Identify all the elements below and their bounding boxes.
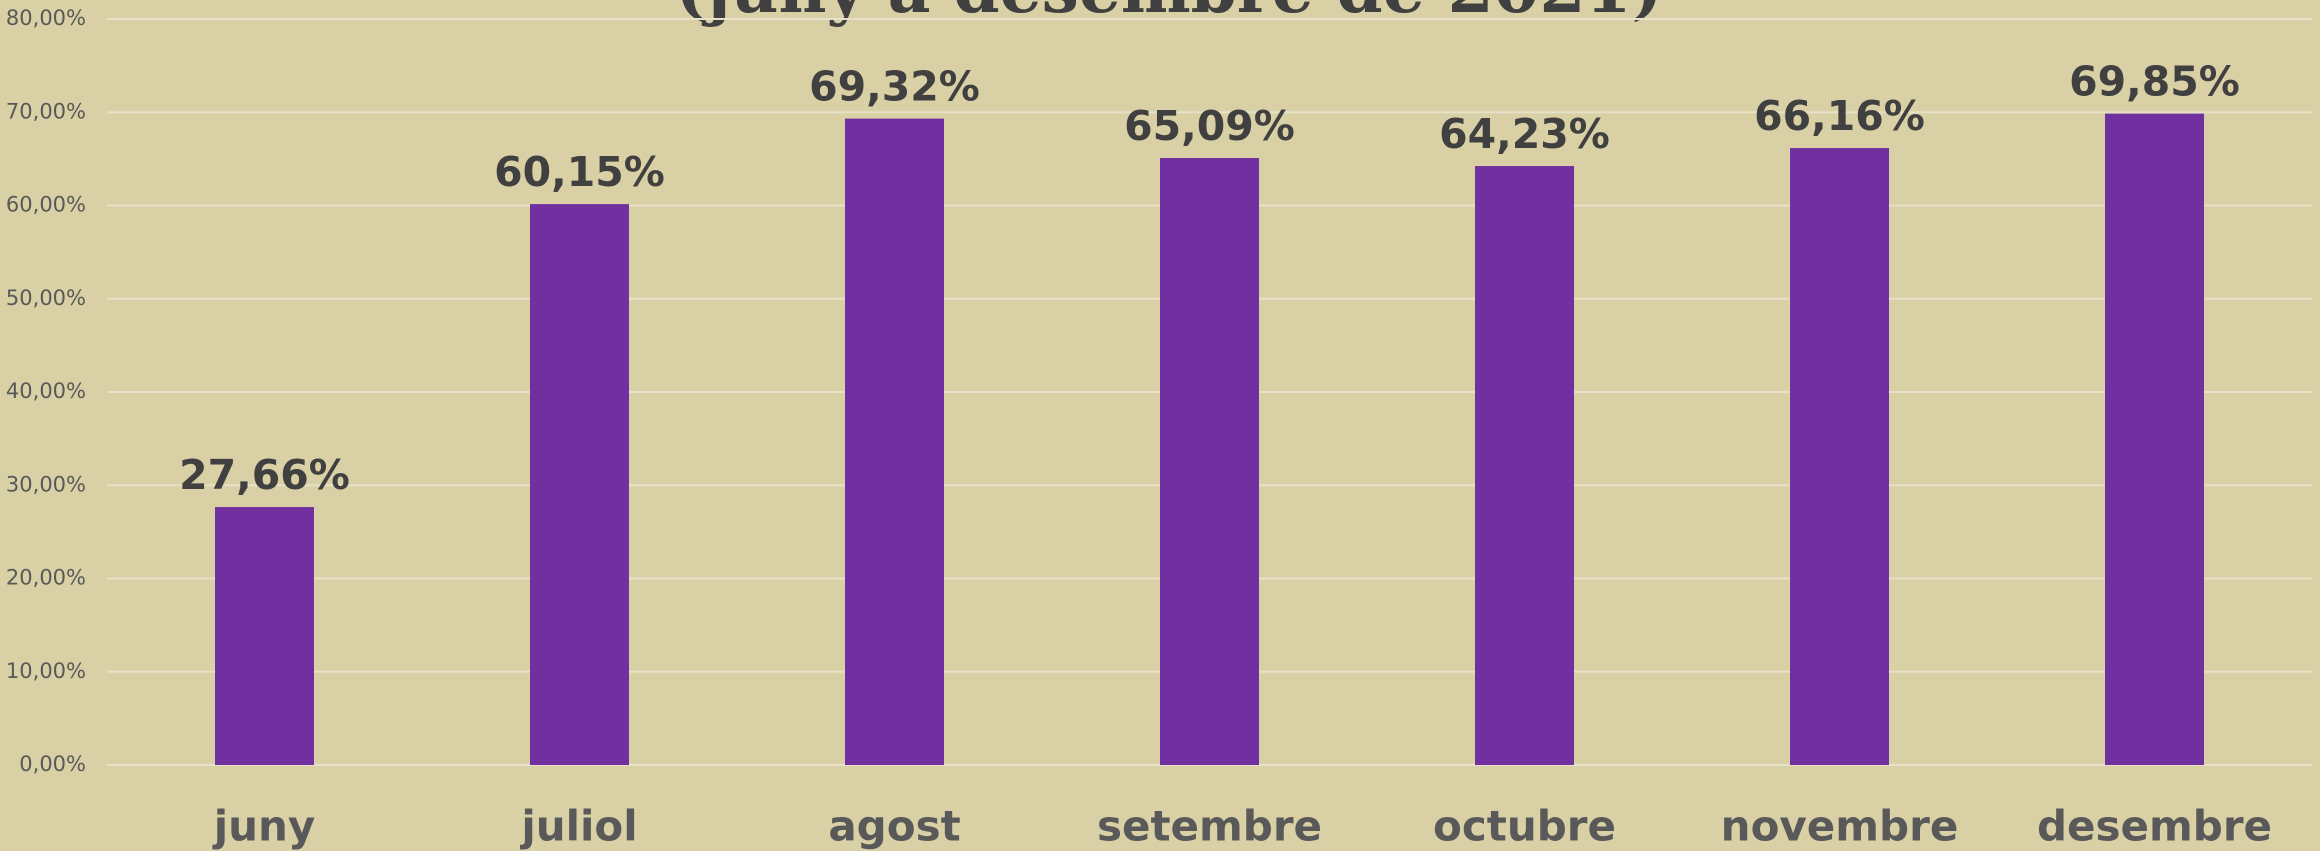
x-tick-label: novembre: [1721, 802, 1959, 851]
bar: [1475, 166, 1574, 766]
y-tick-label: 50,00%: [6, 286, 86, 310]
bar: [530, 204, 629, 765]
data-label: 66,16%: [1754, 92, 1925, 140]
y-tick-label: 40,00%: [6, 379, 86, 403]
y-tick-label: 30,00%: [6, 472, 86, 496]
y-tick-label: 0,00%: [19, 752, 86, 776]
data-label: 60,15%: [494, 148, 665, 196]
x-tick-label: octubre: [1433, 802, 1616, 851]
x-tick-label: setembre: [1097, 802, 1322, 851]
y-tick-label: 70,00%: [6, 99, 86, 123]
chart-title: (juny a desembre de 2021): [675, 0, 1662, 28]
y-tick-label: 10,00%: [6, 659, 86, 683]
x-tick-label: juliol: [519, 802, 637, 851]
x-tick-label: agost: [828, 802, 960, 851]
data-label: 69,85%: [2069, 58, 2240, 106]
data-label: 65,09%: [1124, 102, 1295, 150]
data-label: 69,32%: [809, 63, 980, 111]
bar: [1790, 148, 1889, 766]
y-tick-label: 60,00%: [6, 193, 86, 217]
bar: [845, 118, 944, 765]
y-tick-label: 20,00%: [6, 566, 86, 590]
data-label: 64,23%: [1439, 110, 1610, 158]
y-tick-label: 80,00%: [6, 6, 86, 30]
bar: [2105, 113, 2204, 766]
x-tick-label: desembre: [2037, 802, 2272, 851]
bar: [1160, 158, 1259, 765]
x-tick-label: juny: [212, 802, 316, 851]
bar: [215, 507, 314, 765]
data-label: 27,66%: [179, 451, 350, 499]
